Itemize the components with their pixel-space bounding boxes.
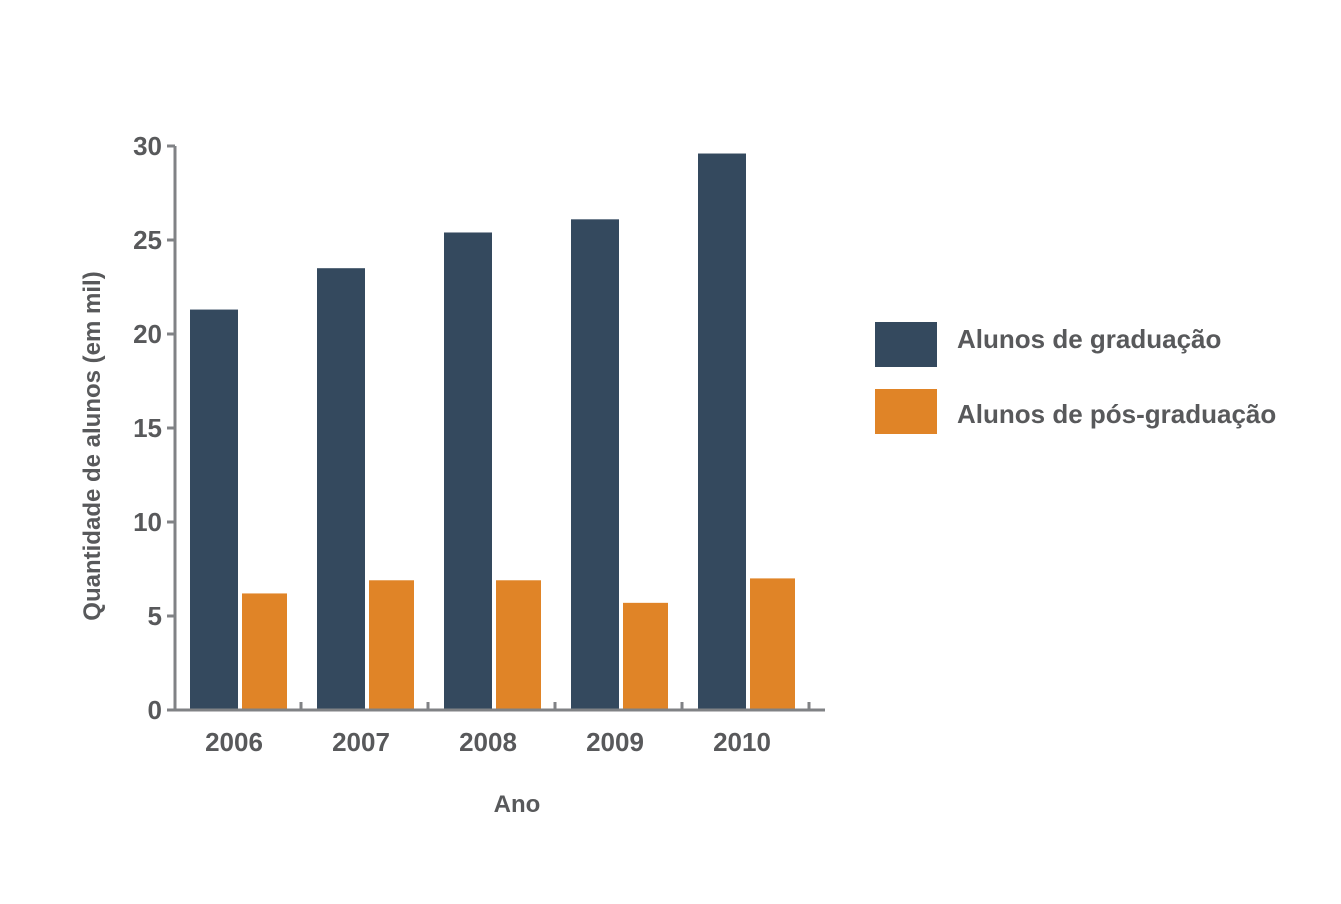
bar-pos-graduacao-2006	[242, 593, 287, 709]
bar-graduacao-2008	[444, 232, 492, 709]
bar-graduacao-2007	[317, 268, 365, 709]
bar-pos-graduacao-2008	[496, 580, 541, 709]
y-tick-label: 25	[133, 225, 162, 255]
x-tick-label: 2010	[713, 727, 771, 757]
axes	[167, 144, 825, 712]
y-tick-label: 30	[133, 131, 162, 161]
bar-pos-graduacao-2009	[623, 602, 668, 709]
y-axis-title: Quantidade de alunos (em mil)	[79, 271, 106, 620]
x-tick-labels: 2006 2007 2008 2009 2010	[205, 727, 771, 757]
legend-label-pos-graduacao: Alunos de pós-graduação	[957, 399, 1276, 429]
y-tick-label: 10	[133, 507, 162, 537]
y-tick-label: 15	[133, 413, 162, 443]
legend-label-graduacao: Alunos de graduação	[957, 324, 1221, 354]
x-tick-label: 2008	[459, 727, 517, 757]
bar-graduacao-2006	[190, 309, 238, 709]
bar-pos-graduacao-2007	[369, 580, 414, 709]
legend-swatch-pos-graduacao	[875, 389, 937, 434]
legend-swatch-graduacao	[875, 322, 937, 367]
y-tick-labels: 0 5 10 15 20 25 30	[133, 131, 162, 725]
bar-graduacao-2010	[698, 153, 746, 709]
x-tick-label: 2007	[332, 727, 390, 757]
bars	[190, 153, 795, 709]
y-tick-label: 5	[148, 601, 162, 631]
y-tick-label: 20	[133, 319, 162, 349]
y-tick-label: 0	[148, 695, 162, 725]
x-tick-label: 2006	[205, 727, 263, 757]
legend: Alunos de graduação Alunos de pós-gradua…	[875, 322, 1276, 434]
x-tick-label: 2009	[586, 727, 644, 757]
bar-graduacao-2009	[571, 219, 619, 709]
x-axis-title: Ano	[494, 791, 541, 818]
bar-pos-graduacao-2010	[750, 578, 795, 709]
